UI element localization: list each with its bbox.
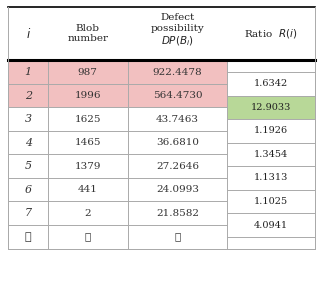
Bar (227, 143, 315, 166)
Bar (227, 96, 315, 119)
Text: 24.0993: 24.0993 (156, 185, 199, 194)
Bar (227, 72, 315, 96)
Text: $i$: $i$ (25, 27, 31, 41)
Text: 1996: 1996 (74, 91, 101, 100)
Text: 12.9033: 12.9033 (251, 103, 291, 112)
Text: 441: 441 (78, 185, 98, 194)
Text: 1465: 1465 (74, 138, 101, 147)
Text: 1.3454: 1.3454 (254, 150, 288, 159)
Text: ⋮: ⋮ (175, 232, 181, 241)
Text: 1: 1 (24, 67, 32, 77)
Text: 6: 6 (24, 185, 32, 195)
Text: 564.4730: 564.4730 (153, 91, 202, 100)
Text: 987: 987 (78, 67, 98, 77)
Text: 1.1313: 1.1313 (254, 173, 288, 183)
Text: 1379: 1379 (74, 162, 101, 171)
Text: 1625: 1625 (74, 115, 101, 124)
Text: 1.6342: 1.6342 (254, 79, 288, 88)
Text: 2: 2 (84, 209, 91, 218)
Text: 21.8582: 21.8582 (156, 209, 199, 218)
Bar (227, 213, 315, 237)
Text: 43.7463: 43.7463 (156, 115, 199, 124)
Text: 27.2646: 27.2646 (156, 162, 199, 171)
Bar (8, 84, 227, 107)
Text: 4: 4 (24, 138, 32, 148)
Text: 4.0941: 4.0941 (254, 220, 288, 230)
Text: Defect
possibility
$DP(B_i)$: Defect possibility $DP(B_i)$ (151, 13, 204, 48)
Text: 36.6810: 36.6810 (156, 138, 199, 147)
Text: ⋮: ⋮ (25, 232, 31, 242)
Text: 7: 7 (24, 208, 32, 218)
Text: 1.1926: 1.1926 (254, 126, 288, 135)
Bar (227, 166, 315, 190)
Bar (8, 60, 227, 84)
Bar (227, 119, 315, 143)
Text: 3: 3 (24, 114, 32, 124)
Text: Ratio  $R(i)$: Ratio $R(i)$ (244, 27, 298, 40)
Text: Blob
number: Blob number (67, 24, 108, 43)
Text: 5: 5 (24, 161, 32, 171)
Text: ⋮: ⋮ (85, 232, 91, 241)
Text: 1.1025: 1.1025 (254, 197, 288, 206)
Bar (227, 190, 315, 213)
Text: 922.4478: 922.4478 (153, 67, 202, 77)
Text: 2: 2 (24, 91, 32, 100)
